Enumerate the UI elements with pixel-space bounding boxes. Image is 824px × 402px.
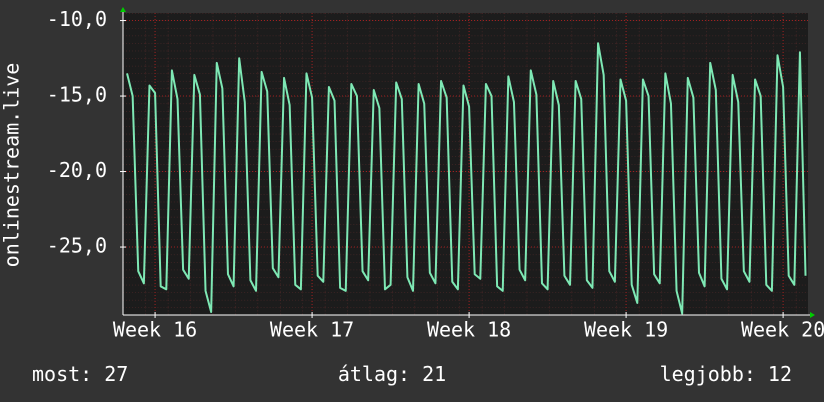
x-tick-label: Week 16 (113, 318, 197, 342)
stat-value: 21 (422, 362, 446, 386)
stat: legjobb: 12 (660, 362, 792, 386)
x-tick-label: Week 17 (270, 318, 354, 342)
y-axis-title: onlinestream.live (0, 63, 24, 268)
y-tick-label: -15,0 (47, 83, 107, 107)
marks (126, 42, 807, 315)
x-tick-label: Week 19 (584, 318, 668, 342)
x-tick-label: Week 20 (741, 318, 824, 342)
labels: -10,0 -15,0 -20,0 -25,0 Week 16 Week 17 Week 1… (32, 7, 824, 385)
line-series (126, 42, 807, 315)
y-arrow (120, 7, 126, 12)
stat-value: 27 (104, 362, 128, 386)
stat: most: 27 (32, 362, 128, 386)
stat-label: most: (32, 362, 92, 386)
stat: átlag: 21 (338, 362, 446, 386)
x-arrow (810, 312, 815, 318)
y-tick-label: -25,0 (47, 234, 107, 258)
y-tick-label: -10,0 (47, 7, 107, 31)
x-tick-label: Week 18 (427, 318, 511, 342)
y-tick-label: -20,0 (47, 158, 107, 182)
stat-label: átlag: (338, 362, 410, 386)
stat-value: 12 (768, 362, 792, 386)
stat-label: legjobb: (660, 362, 756, 386)
